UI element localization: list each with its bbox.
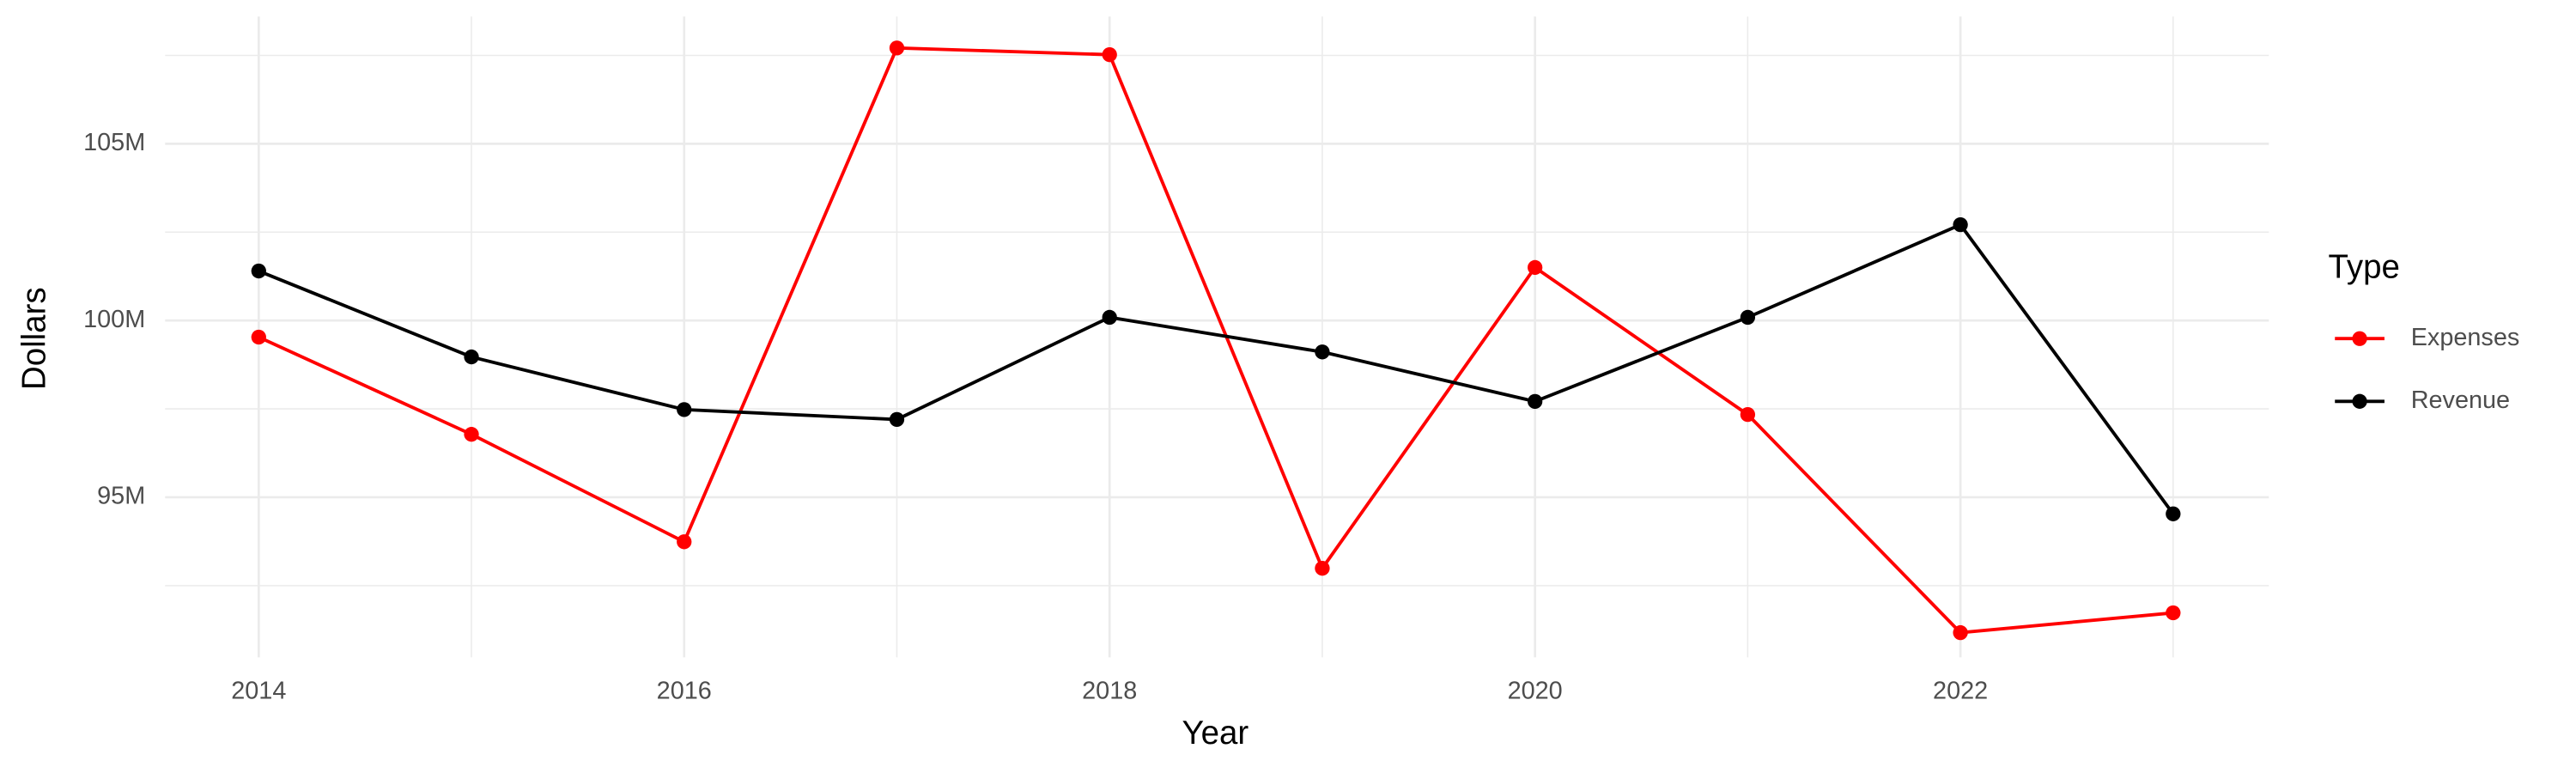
data-point [1953,216,1968,233]
legend-key-point [2352,393,2367,409]
legend-key-point [2352,331,2367,346]
series-line [258,222,2175,515]
y-tick-label: 100M [83,306,145,333]
data-point [251,263,266,279]
legend-title: Type [2329,249,2400,286]
data-point [1102,47,1117,63]
legend-label: Expenses [2411,324,2520,351]
y-tick-label: 105M [83,129,145,156]
series-line [258,46,2174,635]
data-point [677,534,692,550]
y-axis-title: Dollars [15,287,52,390]
data-point [677,402,692,417]
data-point [1528,259,1543,276]
data-point [2166,605,2181,621]
x-tick-label: 2014 [231,677,286,704]
data-point [2166,506,2181,521]
data-point [1102,309,1117,326]
x-tick-label: 2018 [1082,677,1137,704]
data-point [1528,393,1543,410]
legend-label: Revenue [2411,386,2510,414]
data-point [1740,309,1756,326]
x-tick-label: 2020 [1508,677,1563,704]
data-point [889,411,905,428]
data-point [1315,561,1330,576]
data-point [1740,406,1756,423]
x-tick-label: 2016 [657,677,712,704]
data-point [464,427,479,442]
data-point [464,349,479,365]
x-tick-label: 2022 [1933,677,1988,704]
data-point [1315,344,1330,360]
data-point [251,329,266,345]
data-point [1953,624,1968,641]
data-point [889,40,905,56]
y-tick-label: 95M [97,483,145,510]
x-axis-title: Year [1182,715,1249,752]
